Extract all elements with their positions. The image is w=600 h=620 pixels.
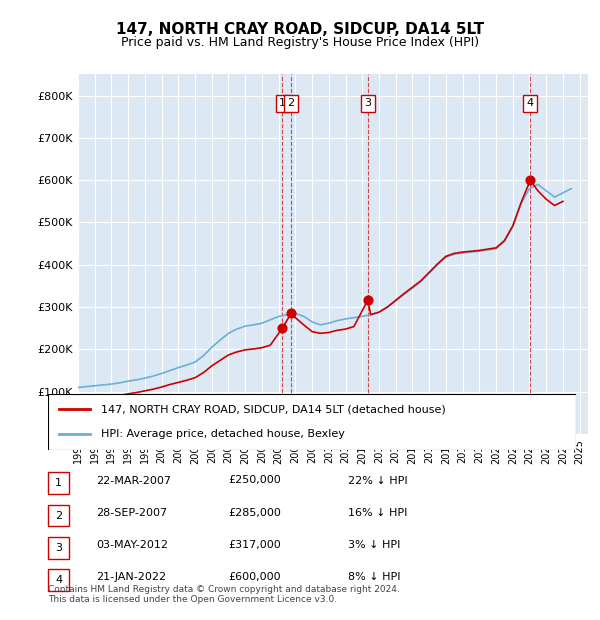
Text: HPI: Average price, detached house, Bexley: HPI: Average price, detached house, Bexl… (101, 429, 344, 439)
Text: 3% ↓ HPI: 3% ↓ HPI (348, 540, 400, 550)
Text: 22-MAR-2007: 22-MAR-2007 (96, 476, 171, 485)
Text: £250,000: £250,000 (228, 476, 281, 485)
Text: Contains HM Land Registry data © Crown copyright and database right 2024.
This d: Contains HM Land Registry data © Crown c… (48, 585, 400, 604)
Text: 2: 2 (55, 510, 62, 521)
Text: £600,000: £600,000 (228, 572, 281, 582)
Text: 1: 1 (55, 478, 62, 489)
Point (363, 295, 373, 305)
Text: 1: 1 (279, 98, 286, 108)
Point (278, 323, 287, 333)
Text: Price paid vs. HM Land Registry's House Price Index (HPI): Price paid vs. HM Land Registry's House … (121, 36, 479, 49)
Text: £285,000: £285,000 (228, 508, 281, 518)
Text: 21-JAN-2022: 21-JAN-2022 (96, 572, 166, 582)
Text: 3: 3 (55, 542, 62, 553)
Text: 16% ↓ HPI: 16% ↓ HPI (348, 508, 407, 518)
Point (526, 175, 535, 185)
Text: 4: 4 (527, 98, 534, 108)
Text: 4: 4 (55, 575, 62, 585)
FancyBboxPatch shape (48, 394, 576, 450)
Text: 147, NORTH CRAY ROAD, SIDCUP, DA14 5LT: 147, NORTH CRAY ROAD, SIDCUP, DA14 5LT (116, 22, 484, 37)
Text: 28-SEP-2007: 28-SEP-2007 (96, 508, 167, 518)
Text: 147, NORTH CRAY ROAD, SIDCUP, DA14 5LT (detached house): 147, NORTH CRAY ROAD, SIDCUP, DA14 5LT (… (101, 404, 446, 414)
Text: 22% ↓ HPI: 22% ↓ HPI (348, 476, 407, 485)
Point (286, 309, 296, 319)
Text: 3: 3 (364, 98, 371, 108)
Text: 03-MAY-2012: 03-MAY-2012 (96, 540, 168, 550)
Text: 8% ↓ HPI: 8% ↓ HPI (348, 572, 401, 582)
Text: £317,000: £317,000 (228, 540, 281, 550)
Text: 2: 2 (287, 98, 295, 108)
